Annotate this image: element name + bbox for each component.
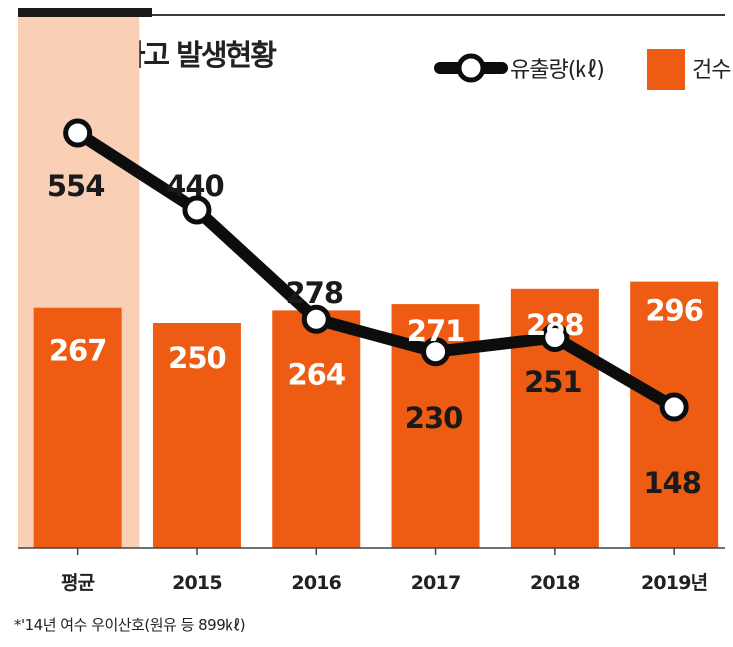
bar-value-label-5: 296 (645, 294, 703, 328)
bar-2 (272, 310, 361, 548)
bar-value-label-3: 271 (407, 314, 465, 348)
bar-0 (33, 307, 122, 548)
line-point-0 (63, 118, 93, 148)
line-value-label-3: 230 (405, 401, 463, 435)
x-tick-label-2: 2016 (291, 572, 341, 594)
x-tick-label-1: 2015 (172, 572, 222, 594)
title-accent-bar (18, 8, 152, 17)
line-value-label-4: 251 (524, 365, 582, 399)
legend-line-marker (456, 53, 486, 83)
footnote: *'14년 여수 우이산호(원유 등 899㎘) (14, 616, 246, 634)
bar-value-label-2: 264 (287, 357, 345, 391)
line-point-5 (659, 392, 689, 422)
line-value-label-0: 554 (47, 169, 105, 203)
line-point-1 (182, 195, 212, 225)
line-point-2 (301, 304, 331, 334)
legend-line-label: 유출량(㎘) (510, 58, 604, 83)
x-tick-label-4: 2018 (530, 572, 580, 594)
bar-value-label-0: 267 (49, 334, 107, 368)
x-tick-label-3: 2017 (411, 572, 461, 594)
line-value-label-5: 148 (643, 466, 701, 500)
line-point-4 (540, 323, 570, 353)
x-tick-label-5: 2019년 (641, 572, 707, 594)
legend-bar-swatch (647, 49, 685, 90)
title-rule (152, 14, 725, 16)
line-value-label-2: 278 (285, 276, 343, 310)
bar-value-label-4: 288 (526, 308, 584, 342)
line-point-3 (421, 337, 451, 367)
bar-1 (152, 323, 241, 548)
x-tick-label-0: 평균 (61, 572, 95, 594)
bar-value-label-1: 250 (168, 341, 226, 375)
line-value-label-1: 440 (166, 169, 224, 203)
legend-bar-label: 건수 (692, 58, 731, 83)
line-series (71, 127, 681, 414)
